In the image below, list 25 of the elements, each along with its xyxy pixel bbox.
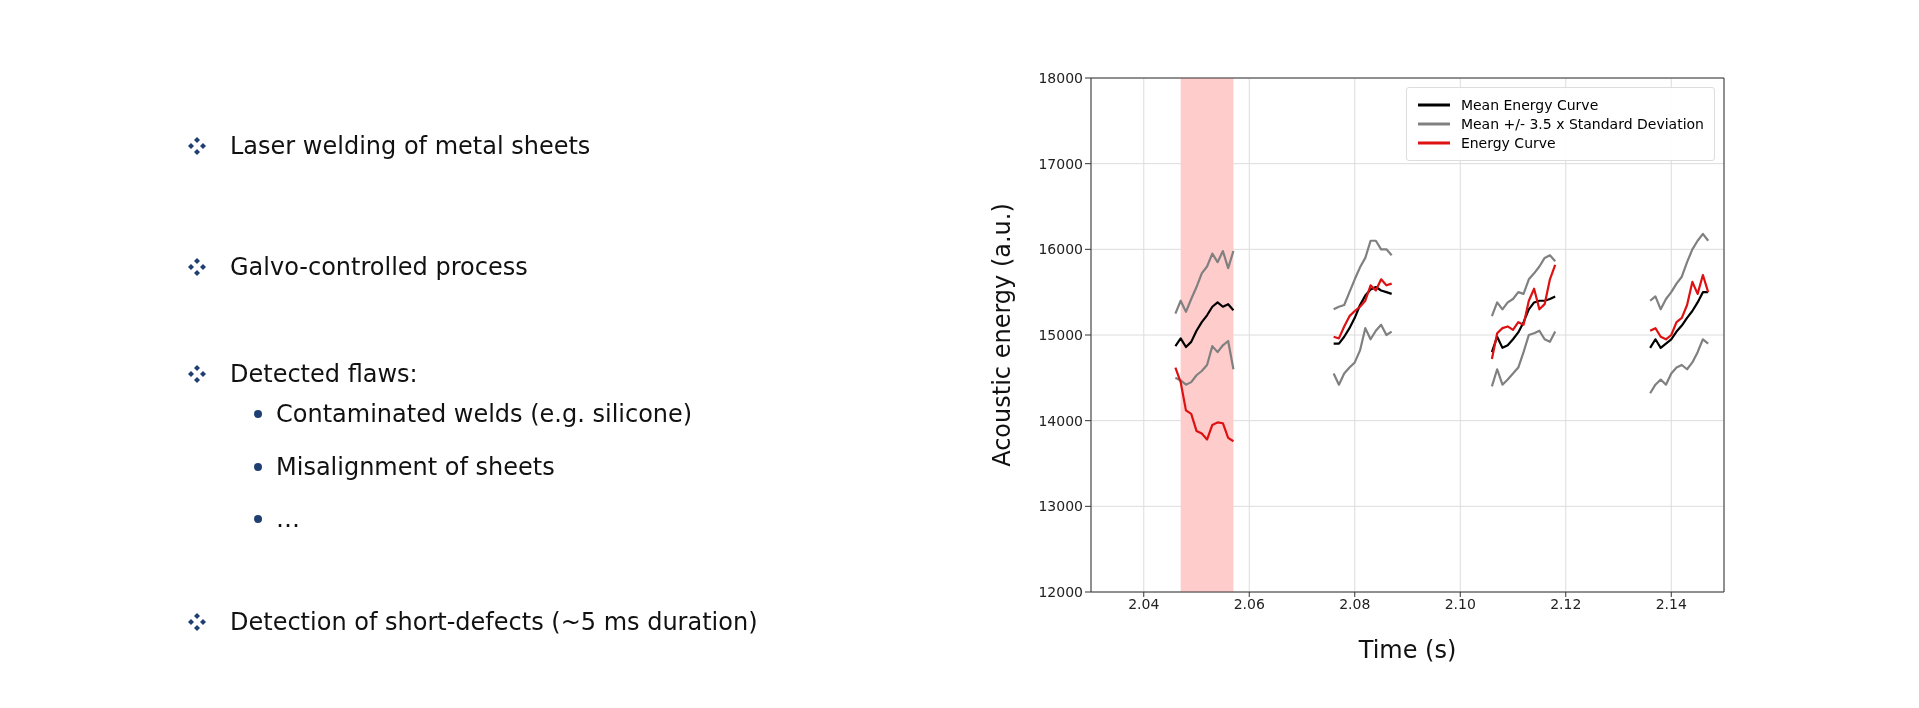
y-tick-label: 16000 bbox=[1038, 241, 1083, 258]
y-axis-title: Acoustic energy (a.u.) bbox=[987, 203, 1016, 467]
y-tick-label: 14000 bbox=[1038, 412, 1083, 429]
legend-label: Mean +/- 3.5 x Standard Deviation bbox=[1460, 116, 1704, 132]
x-axis-title: Time (s) bbox=[1357, 636, 1457, 664]
x-tick-label: 2.14 bbox=[1655, 595, 1687, 612]
text: Contaminated welds (e.g. silicone) bbox=[276, 400, 693, 428]
text: Misalignment of sheets bbox=[276, 453, 555, 481]
y-tick-label: 13000 bbox=[1038, 498, 1083, 515]
text: Detected flaws: bbox=[230, 360, 418, 388]
text: Laser welding of metal sheets bbox=[230, 132, 591, 160]
legend-label: Energy Curve bbox=[1460, 135, 1556, 151]
text: Detection of short-defects (~5 ms duration) bbox=[230, 608, 758, 636]
y-tick-label: 17000 bbox=[1038, 155, 1083, 172]
x-tick-label: 2.04 bbox=[1128, 595, 1160, 612]
y-tick-label: 12000 bbox=[1038, 583, 1083, 600]
legend-label: Mean Energy Curve bbox=[1460, 97, 1599, 113]
x-tick-label: 2.06 bbox=[1233, 595, 1265, 612]
x-tick-label: 2.10 bbox=[1444, 595, 1476, 612]
text: … bbox=[276, 505, 300, 533]
x-tick-label: 2.08 bbox=[1339, 595, 1371, 612]
y-tick-label: 15000 bbox=[1038, 326, 1083, 343]
y-tick-label: 18000 bbox=[1038, 69, 1083, 86]
text: Galvo-controlled process bbox=[230, 253, 528, 281]
x-tick-label: 2.12 bbox=[1550, 595, 1582, 612]
